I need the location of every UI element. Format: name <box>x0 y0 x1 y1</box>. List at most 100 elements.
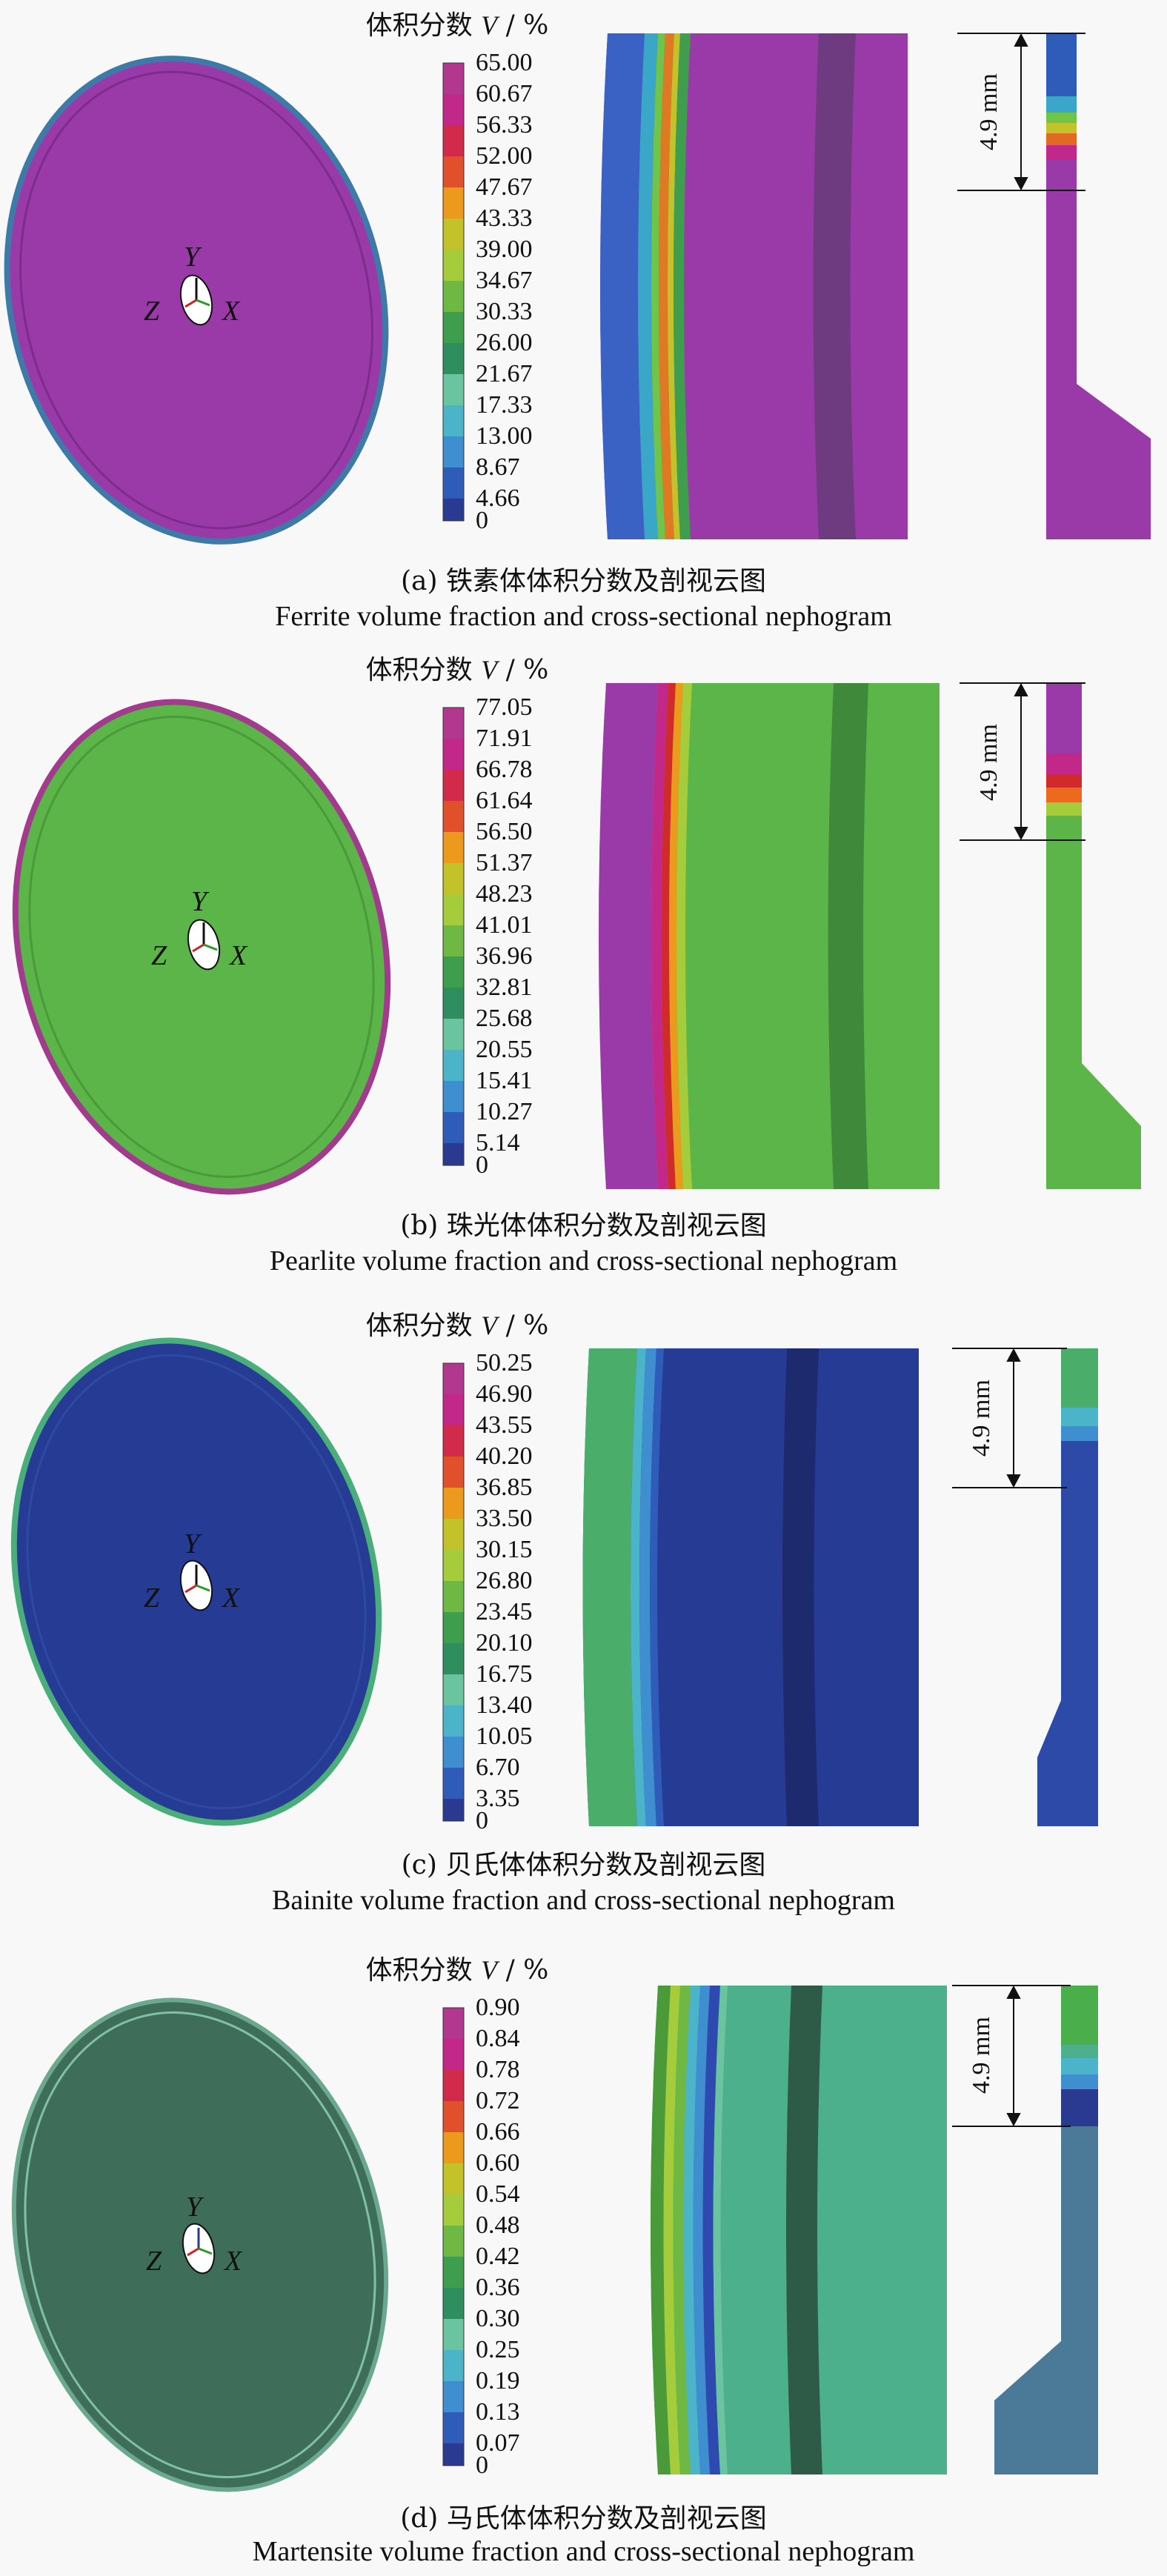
legend-tick: 36.96 <box>476 942 533 970</box>
profile-strip <box>1046 683 1141 1189</box>
legend-tick: 51.37 <box>476 849 533 876</box>
legend-tick: 43.33 <box>476 204 533 232</box>
dimension-marker <box>957 33 1085 191</box>
panel-pearlite: 体积分数 V / % 4.9 mm Y Z X 77.05 71.91 66.7… <box>0 645 1167 1282</box>
legend-tick: 10.05 <box>476 1723 533 1750</box>
caption-cn: (d) 马氏体体积分数及剖视云图 <box>400 2503 767 2534</box>
panel-pearlite-graphics <box>12 682 1141 1195</box>
legend-tick: 5.14 <box>476 1129 520 1156</box>
panel-bainite-graphics <box>10 1337 1098 1826</box>
axis-label-x: X <box>222 1582 240 1614</box>
legend-tick: 41.01 <box>476 911 533 939</box>
legend-tick: 21.67 <box>476 360 533 387</box>
caption-en: Ferrite volume fraction and cross-sectio… <box>275 601 892 632</box>
panel-ferrite-graphics <box>4 33 1151 545</box>
color-legend <box>442 62 465 522</box>
caption-en: Pearlite volume fraction and cross-secti… <box>269 1245 898 1277</box>
legend-tick: 10.27 <box>476 1098 533 1125</box>
axis-label-z: Z <box>144 296 160 327</box>
dimension-label: 4.9 mm <box>974 73 1003 150</box>
cross-section-zoom <box>599 683 940 1189</box>
caption-en: Bainite volume fraction and cross-sectio… <box>271 1885 895 1916</box>
axis-label-x: X <box>225 2246 242 2277</box>
legend-tick: 13.40 <box>476 1691 533 1719</box>
legend-tick: 26.00 <box>476 329 533 356</box>
caption-cn: (a) 铁素体体积分数及剖视云图 <box>401 566 766 596</box>
legend-tick: 0.13 <box>476 2398 520 2426</box>
legend-tick: 30.33 <box>476 298 533 325</box>
legend-tick: 36.85 <box>476 1474 533 1501</box>
legend-tick: 56.50 <box>476 818 533 845</box>
axis-label-y: Y <box>184 242 200 273</box>
axis-label-z: Z <box>151 940 167 971</box>
legend-tick: 0.66 <box>476 2118 520 2146</box>
legend-tick: 13.00 <box>476 422 533 450</box>
caption-cn: (c) 贝氏体体积分数及剖视云图 <box>401 1850 766 1880</box>
legend-tick: 60.67 <box>476 80 533 107</box>
profile-strip <box>994 1986 1098 2475</box>
dimension-label: 4.9 mm <box>967 2017 995 2094</box>
legend-tick: 34.67 <box>476 267 533 294</box>
legend-title: 体积分数 V / % <box>365 10 549 41</box>
legend-tick: 0.30 <box>476 2305 520 2332</box>
legend-tick: 0.54 <box>476 2180 520 2208</box>
legend-tick: 0.42 <box>476 2243 520 2270</box>
legend-tick: 43.55 <box>476 1411 533 1439</box>
legend-tick: 0.90 <box>476 1994 520 2021</box>
panel-martensite-graphics <box>11 1985 1098 2492</box>
legend-tick: 47.67 <box>476 173 533 201</box>
legend-tick: 0.72 <box>476 2087 520 2114</box>
legend-tick: 0 <box>476 1151 488 1179</box>
caption-en: Martensite volume fraction and cross-sec… <box>252 2536 915 2567</box>
legend-tick: 0.78 <box>476 2056 520 2083</box>
legend-tick: 8.67 <box>476 453 520 481</box>
dimension-marker <box>952 1985 1071 2127</box>
legend-tick: 0 <box>476 2452 488 2479</box>
panel-martensite: 体积分数 V / % 4.9 mm Y Z X 0.90 0.84 0.78 0… <box>0 1934 1167 2571</box>
axis-label-z: Z <box>144 1582 160 1614</box>
dimension-marker <box>960 682 1085 841</box>
legend-tick: 30.15 <box>476 1536 533 1563</box>
legend-tick: 16.75 <box>476 1660 533 1688</box>
legend-tick: 0.07 <box>476 2429 520 2457</box>
legend-tick: 46.90 <box>476 1380 533 1408</box>
legend-tick: 23.45 <box>476 1598 533 1625</box>
legend-tick: 0.84 <box>476 2025 520 2052</box>
legend-tick: 40.20 <box>476 1442 533 1470</box>
legend-tick: 0 <box>476 507 488 534</box>
legend-title: 体积分数 V / % <box>365 1955 549 1986</box>
legend-tick: 48.23 <box>476 880 533 908</box>
legend-tick: 65.00 <box>476 49 533 76</box>
legend-tick: 66.78 <box>476 756 533 783</box>
caption-cn: (b) 珠光体体积分数及剖视云图 <box>400 1211 767 1241</box>
legend-tick: 4.66 <box>476 485 520 512</box>
legend-tick: 56.33 <box>476 111 533 139</box>
color-legend <box>442 1362 465 1822</box>
legend-tick: 71.91 <box>476 725 533 752</box>
axis-label-y: Y <box>186 2191 202 2223</box>
legend-tick: 52.00 <box>476 142 533 170</box>
dimension-label: 4.9 mm <box>974 724 1003 801</box>
cross-section-zoom <box>582 1348 919 1826</box>
axis-label-y: Y <box>191 886 207 917</box>
legend-tick: 25.68 <box>476 1005 533 1032</box>
legend-tick: 0.48 <box>476 2211 520 2239</box>
profile-strip <box>1046 33 1151 539</box>
legend-tick: 39.00 <box>476 236 533 263</box>
legend-tick: 0.36 <box>476 2274 520 2301</box>
cross-section-zoom <box>600 33 908 539</box>
disc-martensite <box>11 1997 389 2492</box>
legend-tick: 17.33 <box>476 391 533 419</box>
legend-tick: 77.05 <box>476 693 533 721</box>
legend-tick: 32.81 <box>476 974 533 1001</box>
legend-tick: 0.60 <box>476 2149 520 2177</box>
legend-tick: 0.19 <box>476 2367 520 2394</box>
legend-tick: 0 <box>476 1807 488 1834</box>
legend-tick: 33.50 <box>476 1505 533 1532</box>
color-legend <box>442 707 465 1166</box>
panel-ferrite: 体积分数 V / % 4.9 mm Y Z X 65.00 60.67 56.3… <box>0 0 1167 637</box>
panel-bainite: 体积分数 V / % 4.9 mm Y Z X 50.25 46.90 43.5… <box>0 1289 1167 1926</box>
dimension-label: 4.9 mm <box>967 1379 995 1457</box>
axis-label-z: Z <box>146 2246 162 2277</box>
legend-tick: 20.10 <box>476 1629 533 1657</box>
